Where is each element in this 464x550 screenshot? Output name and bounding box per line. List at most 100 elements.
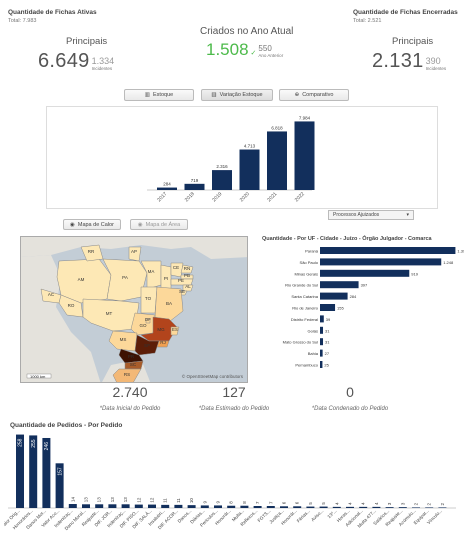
state-go [130,312,156,336]
state-mt [82,298,140,332]
state-label-sc: SC [130,362,137,367]
heat-map-button[interactable]: ◉ Mapa de Calor [63,219,121,230]
state-bar[interactable] [320,349,323,357]
order-bar[interactable] [134,504,143,508]
active-principal-label: Principais [66,36,108,47]
state-bar[interactable] [320,326,324,334]
stock-variation-button[interactable]: ▥ Variação Estoque [201,89,273,101]
map-scale: 1000 km [30,374,46,379]
area-map-button-label: Mapa de Área [145,221,181,228]
state-label-ba: BA [166,301,172,306]
state-label-am: AM [78,277,85,282]
order-bar-value: 13 [97,497,102,503]
order-bar[interactable] [359,506,368,508]
order-bar[interactable] [398,507,407,508]
order-bar-value: 12 [136,497,141,503]
brazil-map[interactable]: RR AP AM PA MA CE RN PB PE PI AL SE AC RO TO BA MT DF GO MG… [20,236,248,383]
order-bar[interactable] [385,507,394,508]
state-label-ap: AP [131,249,137,254]
order-bar[interactable] [293,506,302,508]
order-bar[interactable] [425,507,434,508]
closed-files-title: Quantidade de Fichas Encerradas [353,9,458,16]
stock-button[interactable]: ▥ Estoque [124,89,194,101]
stat-estimated-caption: *Data Estimado do Pedido [198,406,270,412]
order-bar[interactable] [82,504,90,508]
order-bar[interactable] [95,504,104,508]
order-bar[interactable] [332,506,341,508]
order-bar[interactable] [42,437,51,508]
year-bar-2022[interactable] [294,121,315,190]
order-bar-value: 8 [242,501,247,504]
state-ba [154,286,184,326]
stat-condemned-value: 0 [346,384,354,400]
order-bar-value: 13 [110,497,115,503]
created-current-year-title: Criados no Ano Atual [200,26,294,37]
state-bar[interactable] [320,315,324,323]
order-bar[interactable] [174,504,183,508]
order-bar[interactable] [55,463,64,508]
state-bar-label: Paraná [305,249,319,254]
state-bar-value: 27 [325,351,330,356]
state-bar[interactable] [320,361,323,368]
orders-chart-panel: 258 Valor Orig... 255 Honorários... 246 Danos… [0,430,460,548]
order-bar[interactable] [346,506,354,508]
lawsuit-filter-dropdown[interactable]: Processos Ajuizados ▾ [328,210,414,220]
active-files-kpi: 6.649 1.334 Incidentes [38,50,114,73]
order-bar[interactable] [412,507,420,508]
order-bar[interactable] [240,505,249,508]
order-bar[interactable] [306,506,315,508]
order-bar[interactable] [253,506,262,508]
order-bar[interactable] [108,504,117,508]
year-tick-label: 2019 [211,191,223,203]
order-bar[interactable] [372,506,381,508]
order-bar[interactable] [16,434,24,508]
state-bar[interactable] [320,258,442,266]
state-bar-value: 1.248 [443,260,454,265]
order-bar[interactable] [29,435,38,508]
order-bar[interactable] [214,505,222,508]
order-bar-value: 14 [70,497,75,503]
yearly-stock-chart: 284 2017 719 2018 2.316 2019 4.713 2020 6.818 202… [147,115,315,203]
order-bar[interactable] [438,507,447,508]
state-label-rj: RJ [160,340,166,345]
order-bar[interactable] [187,505,196,508]
year-bar-2019[interactable] [212,170,232,190]
order-bar[interactable] [121,504,130,508]
order-bar[interactable] [227,505,236,508]
order-bar[interactable] [68,504,77,508]
year-bar-2017[interactable] [157,187,177,190]
comparative-button[interactable]: ⊕ Comparativo [279,89,349,101]
order-bar-value: 3 [387,502,392,505]
year-bar-2018[interactable] [184,183,205,190]
order-bar[interactable] [319,506,328,508]
year-bar-2020[interactable] [239,149,260,190]
orders-chart-title: Quantidade de Pedidos - Por Pedido [10,422,123,429]
state-bar[interactable] [320,269,410,277]
order-tick-label: Férias... [296,508,311,523]
state-label-ma: MA [148,269,155,274]
state-rn [180,264,194,274]
order-bar[interactable] [266,506,275,508]
state-bar-label: Minas Gerais [294,271,318,276]
year-bar-2021[interactable] [267,131,287,190]
state-bar[interactable] [320,292,348,300]
state-bar[interactable] [320,304,336,311]
order-bar-value: 12 [150,497,155,503]
active-incident-label: Incidentes [91,66,113,71]
state-bar[interactable] [320,247,456,254]
state-label-sp: SP [144,343,150,348]
order-bar-value: 6 [295,501,300,504]
order-bar[interactable] [161,504,170,508]
order-bar[interactable] [280,506,288,508]
year-bar-value: 7.984 [299,115,311,120]
order-bar[interactable] [200,505,209,508]
order-bar[interactable] [148,504,156,508]
state-label-to: TO [145,296,152,301]
area-map-button[interactable]: ◉ Mapa de Área [130,219,188,230]
order-bar-value: 13 [84,497,89,503]
state-bar[interactable] [320,281,359,289]
state-bar[interactable] [320,338,324,346]
stat-condemned: 0 *Data Condenado do Pedido [290,384,410,412]
state-label-pr: PR [128,354,135,359]
state-bar-label: Rio Grande do Sul [285,283,318,288]
